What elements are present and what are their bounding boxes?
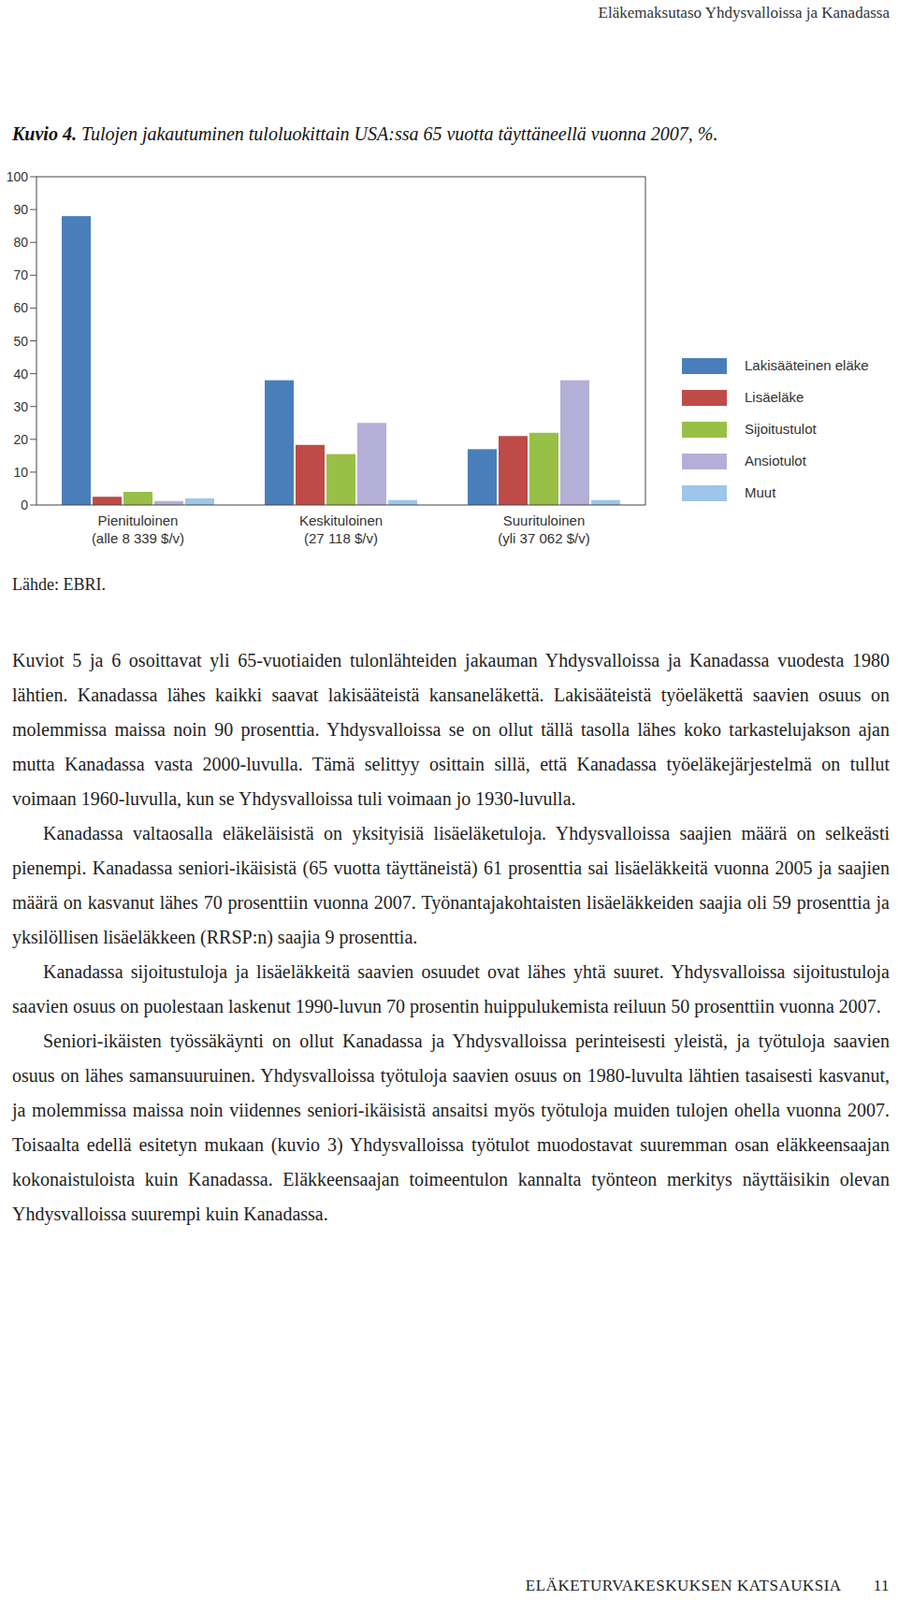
- bar: [467, 449, 497, 506]
- legend-swatch: [681, 390, 727, 406]
- paragraph: Kuviot 5 ja 6 osoittavat yli 65-vuotiaid…: [12, 643, 890, 817]
- y-tick: [29, 471, 37, 473]
- x-tick-label: Suurituloinen(yli 37 062 $/v): [497, 512, 590, 547]
- bar: [388, 500, 418, 506]
- y-tick-label: 70: [13, 267, 29, 283]
- bar: [154, 501, 184, 506]
- bar: [498, 435, 528, 506]
- paragraph: Kanadassa sijoitustuloja ja lisäeläkkeit…: [12, 955, 890, 1025]
- legend-label: Muut: [744, 484, 777, 501]
- y-tick: [29, 209, 37, 211]
- page: Eläkemaksutaso Yhdysvalloissa ja Kanadas…: [0, 0, 898, 1600]
- x-tick-label-line: Keskituloinen: [299, 512, 383, 529]
- legend-swatch: [681, 421, 727, 438]
- legend-label: Lisäeläke: [744, 389, 804, 406]
- legend-label: Lakisääteinen eläke: [744, 357, 870, 374]
- footer-title: ELÄKETURVAKESKUKSEN KATSAUKSIA: [525, 1577, 842, 1595]
- y-tick: [29, 275, 37, 276]
- y-tick-label: 80: [13, 234, 29, 250]
- y-tick-label: 100: [6, 169, 29, 185]
- y-tick-label: 40: [13, 366, 29, 382]
- bar: [560, 380, 590, 506]
- y-tick-label: 90: [13, 202, 29, 218]
- figure-caption: Kuvio 4.Tulojen jakautuminen tuloluokitt…: [11, 123, 718, 145]
- bar: [92, 496, 122, 506]
- bar: [295, 445, 325, 506]
- bar: [185, 498, 215, 506]
- x-tick-label-line: (yli 37 062 $/v): [497, 530, 590, 547]
- bar: [264, 380, 294, 506]
- y-tick: [29, 242, 37, 244]
- y-tick-label: 30: [13, 399, 29, 415]
- footer: ELÄKETURVAKESKUKSEN KATSAUKSIA 11: [525, 1577, 890, 1596]
- x-tick-label-line: Suurituloinen: [503, 512, 586, 529]
- legend-swatch: [681, 358, 727, 375]
- y-tick: [29, 373, 37, 375]
- bar: [326, 454, 356, 506]
- page-number: 11: [873, 1577, 890, 1595]
- figure-caption-text: Tulojen jakautuminen tuloluokittain USA:…: [81, 123, 718, 145]
- y-tick: [29, 405, 37, 407]
- legend-swatch: [681, 453, 727, 470]
- x-tick-label-line: (27 118 $/v): [304, 530, 378, 547]
- paragraph: Kanadassa valtaosalla eläkeläisistä on y…: [12, 816, 890, 956]
- y-tick: [29, 340, 37, 342]
- legend-label: Ansiotulot: [744, 452, 808, 469]
- legend-swatch: [681, 485, 727, 502]
- bar: [357, 422, 387, 506]
- running-header: Eläkemaksutaso Yhdysvalloissa ja Kanadas…: [598, 3, 891, 22]
- x-tick-label-line: Pienituloinen: [98, 512, 179, 529]
- bar: [61, 216, 91, 506]
- figure-label: Kuvio 4.: [11, 123, 77, 145]
- figure: Eläkemaksutaso Yhdysvalloissa ja Kanadas…: [0, 0, 898, 618]
- bar: [529, 433, 559, 506]
- bar: [123, 492, 153, 506]
- y-tick-label: 20: [13, 432, 29, 448]
- y-tick-label: 60: [13, 300, 29, 316]
- x-tick-label-line: (alle 8 339 $/v): [91, 530, 185, 547]
- y-tick: [29, 307, 37, 309]
- y-tick-label: 0: [20, 497, 29, 513]
- bar: [591, 500, 621, 506]
- bars: [61, 216, 621, 506]
- y-tick: [29, 505, 37, 507]
- y-tick-label: 10: [13, 464, 29, 480]
- x-tick-label: Keskituloinen(27 118 $/v): [299, 512, 383, 547]
- body-text: Kuviot 5 ja 6 osoittavat yli 65-vuotiaid…: [12, 643, 890, 1232]
- y-tick-label: 50: [13, 333, 29, 349]
- y-tick: [29, 176, 37, 178]
- figure-source: Lähde: EBRI.: [12, 575, 106, 594]
- legend-label: Sijoitustulot: [744, 420, 818, 437]
- y-tick: [29, 438, 37, 440]
- plot-frame: [36, 176, 646, 506]
- x-tick-label: Pienituloinen(alle 8 339 $/v): [91, 512, 185, 547]
- paragraph: Seniori-ikäisten työssäkäynti on ollut K…: [12, 1024, 890, 1232]
